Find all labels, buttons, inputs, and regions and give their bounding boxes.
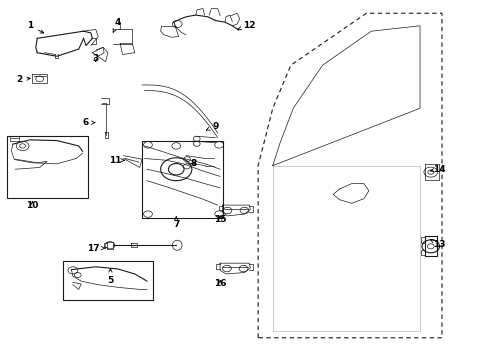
Bar: [63, 261, 153, 300]
Text: 8: 8: [190, 159, 196, 168]
Text: 16: 16: [213, 279, 226, 288]
Text: 12: 12: [237, 21, 255, 30]
Text: 17: 17: [87, 244, 105, 253]
Text: 14: 14: [429, 165, 445, 174]
Text: 11: 11: [109, 156, 124, 165]
Text: 4: 4: [113, 18, 121, 32]
Text: 15: 15: [213, 215, 226, 224]
Bar: [6, 136, 88, 198]
Text: 7: 7: [173, 217, 179, 229]
Text: 9: 9: [206, 122, 218, 131]
Text: 13: 13: [429, 239, 445, 249]
Text: 10: 10: [26, 201, 39, 210]
Text: 5: 5: [107, 269, 113, 285]
Bar: [142, 140, 222, 218]
Text: 6: 6: [83, 118, 95, 127]
Text: 3: 3: [92, 54, 99, 63]
Text: 1: 1: [27, 21, 43, 33]
Text: 2: 2: [16, 75, 30, 84]
